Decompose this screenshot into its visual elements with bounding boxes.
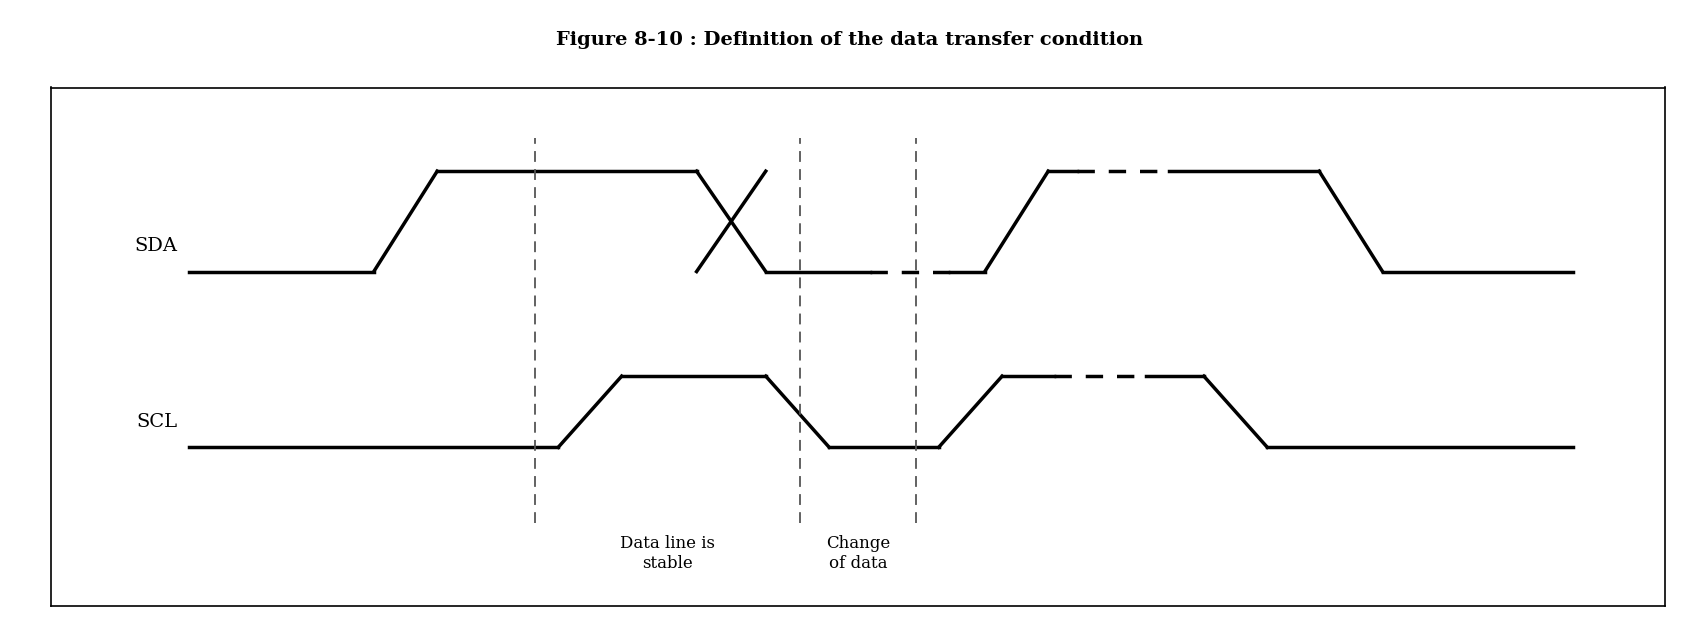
Text: Change
of data: Change of data <box>825 535 890 572</box>
Text: Figure 8-10 : Definition of the data transfer condition: Figure 8-10 : Definition of the data tra… <box>555 31 1143 49</box>
Text: Data line is
stable: Data line is stable <box>620 535 715 572</box>
Text: SDA: SDA <box>134 238 178 256</box>
Text: SCL: SCL <box>136 413 178 431</box>
